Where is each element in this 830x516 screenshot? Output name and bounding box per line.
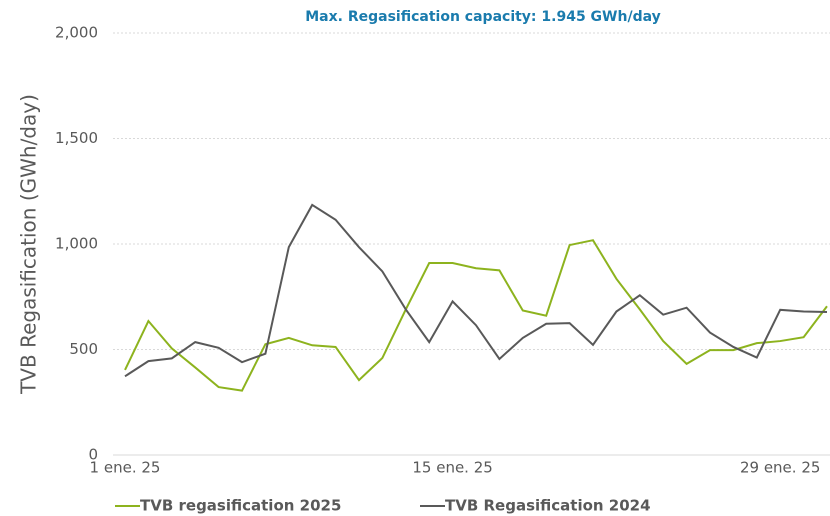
y-axis-label: TVB Regasification (GWh/day) bbox=[17, 94, 41, 395]
y-tick-label: 500 bbox=[69, 340, 98, 358]
legend-label: TVB Regasification 2024 bbox=[445, 497, 651, 515]
legend-label: TVB regasification 2025 bbox=[140, 497, 341, 515]
y-tick-label: 0 bbox=[88, 446, 98, 464]
x-tick-label: 29 ene. 25 bbox=[740, 459, 820, 477]
y-tick-label: 1,500 bbox=[55, 129, 98, 147]
y-tick-label: 1,000 bbox=[55, 235, 98, 253]
x-tick-label: 1 ene. 25 bbox=[90, 459, 161, 477]
x-tick-label: 15 ene. 25 bbox=[412, 459, 492, 477]
series-line bbox=[124, 239, 828, 392]
series-line bbox=[124, 203, 828, 378]
y-tick-label: 2,000 bbox=[55, 24, 98, 42]
chart-title: Max. Regasification capacity: 1.945 GWh/… bbox=[305, 9, 661, 25]
